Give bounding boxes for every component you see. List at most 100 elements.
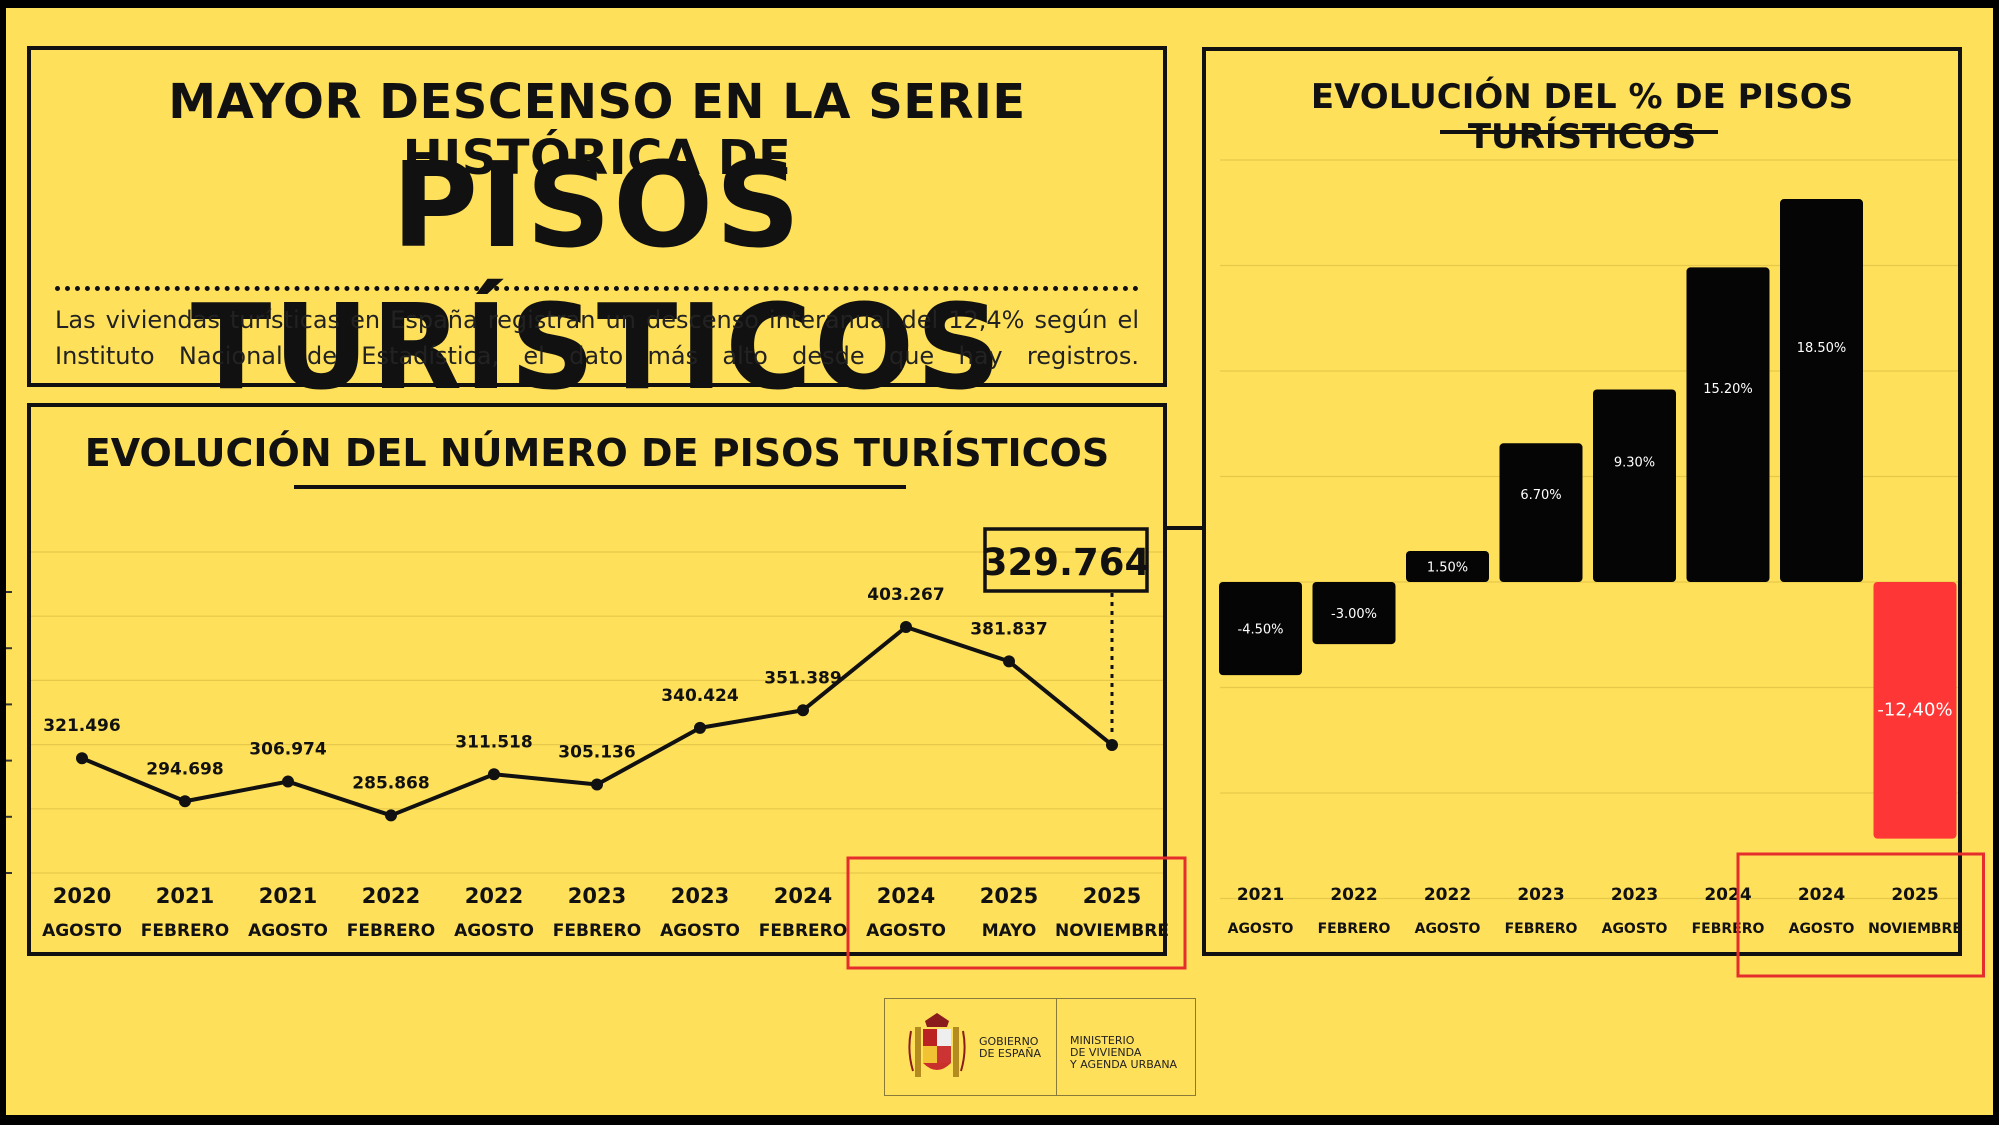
bar-x-tick-year: 2023 xyxy=(1517,885,1564,905)
line-x-tick-month: NOVIEMBRE xyxy=(1055,921,1169,941)
line-chart-gridlines xyxy=(31,551,1163,874)
line-data-label: 381.837 xyxy=(970,619,1047,639)
logo-divider xyxy=(1056,999,1057,1095)
bar xyxy=(1406,550,1489,582)
line-x-tick-year: 2024 xyxy=(877,884,935,908)
line-data-label: 311.518 xyxy=(455,732,532,752)
bar-data-label: -4.50% xyxy=(1238,623,1284,638)
line-chart-tick-marks xyxy=(6,591,12,874)
line-data-label: 321.496 xyxy=(43,716,120,736)
bar-x-tick-month: NOVIEMBRE xyxy=(1868,921,1962,937)
current-value-callout-box xyxy=(983,527,1149,593)
line-point xyxy=(1003,655,1015,668)
headline-line1: MAYOR DESCENSO EN LA SERIE HISTÓRICA DE xyxy=(168,74,1026,186)
line-x-tick-year: 2025 xyxy=(1083,884,1141,908)
bar-x-tick-month: FEBRERO xyxy=(1318,921,1391,937)
bar-data-label: 15.20% xyxy=(1703,382,1753,397)
gov-text-line1: GOBIERNO xyxy=(979,1035,1039,1048)
bar-x-tick-year: 2023 xyxy=(1611,885,1658,905)
coat-of-arms-icon xyxy=(908,1013,966,1077)
title-panel: MAYOR DESCENSO EN LA SERIE HISTÓRICA DE … xyxy=(27,46,1167,416)
line-x-tick-month: FEBRERO xyxy=(141,921,229,941)
government-logo: GOBIERNO DE ESPAÑA MINISTERIO DE VIVIEND… xyxy=(884,998,1196,1096)
bar-data-label: 6.70% xyxy=(1520,488,1561,503)
bar-x-tick-month: AGOSTO xyxy=(1602,921,1668,937)
line-data-label: 294.698 xyxy=(146,759,223,779)
line-x-tick-year: 2021 xyxy=(259,884,317,908)
bar-chart-title-underline xyxy=(1440,130,1718,134)
panel-connector xyxy=(1167,526,1202,530)
bar-data-label: 1.50% xyxy=(1427,560,1468,575)
ministry-text-line1: MINISTERIO xyxy=(1070,1034,1135,1047)
description-text: Las viviendas turísticas en España regis… xyxy=(55,306,1139,370)
gov-text-line2: DE ESPAÑA xyxy=(979,1047,1042,1060)
bar-x-tick-year: 2024 xyxy=(1798,885,1845,905)
bar xyxy=(1312,582,1396,645)
line-data-label: 285.868 xyxy=(352,773,429,793)
bar xyxy=(1593,389,1676,582)
bar-x-tick-month: AGOSTO xyxy=(1789,921,1855,937)
line-data-label: 403.267 xyxy=(867,585,944,605)
bar xyxy=(1219,582,1302,676)
line-x-tick-month: FEBRERO xyxy=(347,921,435,941)
bar xyxy=(1686,267,1770,582)
bar-x-tick-month: AGOSTO xyxy=(1415,921,1481,937)
line-point xyxy=(1106,738,1118,751)
bar xyxy=(1873,582,1957,839)
line-point xyxy=(900,621,912,634)
ministry-text-line2: DE VIVIENDA xyxy=(1070,1046,1142,1059)
line-chart-highlight-frame xyxy=(846,856,1187,970)
line-x-tick-month: FEBRERO xyxy=(553,921,641,941)
line-chart-title: EVOLUCIÓN DEL NÚMERO DE PISOS TURÍSTICOS xyxy=(84,431,1110,475)
line-x-tick-year: 2021 xyxy=(156,884,214,908)
bar-data-label: 9.30% xyxy=(1614,455,1655,470)
bar-x-tick-month: FEBRERO xyxy=(1692,921,1765,937)
line-x-tick-month: FEBRERO xyxy=(759,921,847,941)
line-point xyxy=(797,704,809,717)
line-x-tick-year: 2023 xyxy=(568,884,626,908)
line-point xyxy=(385,809,397,822)
bar-x-tick-month: AGOSTO xyxy=(1228,921,1294,937)
line-point xyxy=(179,795,191,808)
line-data-label: 340.424 xyxy=(661,686,739,706)
dotted-divider xyxy=(55,286,1139,291)
line-chart-title-underline xyxy=(294,485,906,489)
bar-data-label: -3.00% xyxy=(1331,607,1377,622)
line-x-tick-year: 2024 xyxy=(774,884,832,908)
line-data-label: 351.389 xyxy=(764,668,841,688)
bar-chart-title: EVOLUCIÓN DEL % DE PISOS TURÍSTICOS xyxy=(1310,77,1854,157)
line-x-tick-year: 2020 xyxy=(53,884,111,908)
line-x-tick-year: 2022 xyxy=(362,884,420,908)
line-data-label: 306.974 xyxy=(249,740,327,760)
bar xyxy=(1780,199,1863,583)
line-data-label: 305.136 xyxy=(558,743,635,763)
line-chart-panel: EVOLUCIÓN DEL NÚMERO DE PISOS TURÍSTICOS xyxy=(27,403,1167,956)
line-x-tick-year: 2022 xyxy=(465,884,523,908)
line-x-tick-month: AGOSTO xyxy=(248,921,328,941)
bar-chart-panel: EVOLUCIÓN DEL % DE PISOS TURÍSTICOS xyxy=(1202,47,1962,956)
bar-x-tick-year: 2022 xyxy=(1424,885,1471,905)
bar-x-tick-year: 2022 xyxy=(1330,885,1377,905)
line-x-tick-year: 2025 xyxy=(980,884,1038,908)
headline-main: PISOS TURÍSTICOS xyxy=(190,136,1004,416)
line-x-tick-month: MAYO xyxy=(982,921,1037,941)
line-x-tick-month: AGOSTO xyxy=(866,921,946,941)
bar-data-label: 18.50% xyxy=(1797,341,1847,356)
line-point xyxy=(282,775,294,788)
line-point xyxy=(694,721,706,734)
line-point xyxy=(591,778,603,791)
bar-x-tick-year: 2021 xyxy=(1237,885,1284,905)
line-x-tick-month: AGOSTO xyxy=(660,921,740,941)
current-value-label: 329.764 xyxy=(982,541,1151,584)
line-x-tick-year: 2023 xyxy=(671,884,729,908)
bar xyxy=(1499,443,1583,582)
line-x-tick-month: AGOSTO xyxy=(454,921,534,941)
line-x-tick-month: AGOSTO xyxy=(42,921,122,941)
bar-x-tick-year: 2024 xyxy=(1704,885,1751,905)
bar-x-tick-month: FEBRERO xyxy=(1505,921,1578,937)
bar-chart-highlight-frame xyxy=(1736,852,1985,978)
bar-data-label: -12,40% xyxy=(1877,699,1952,720)
line-point xyxy=(76,752,88,765)
ministry-text-line3: Y AGENDA URBANA xyxy=(1070,1058,1178,1071)
